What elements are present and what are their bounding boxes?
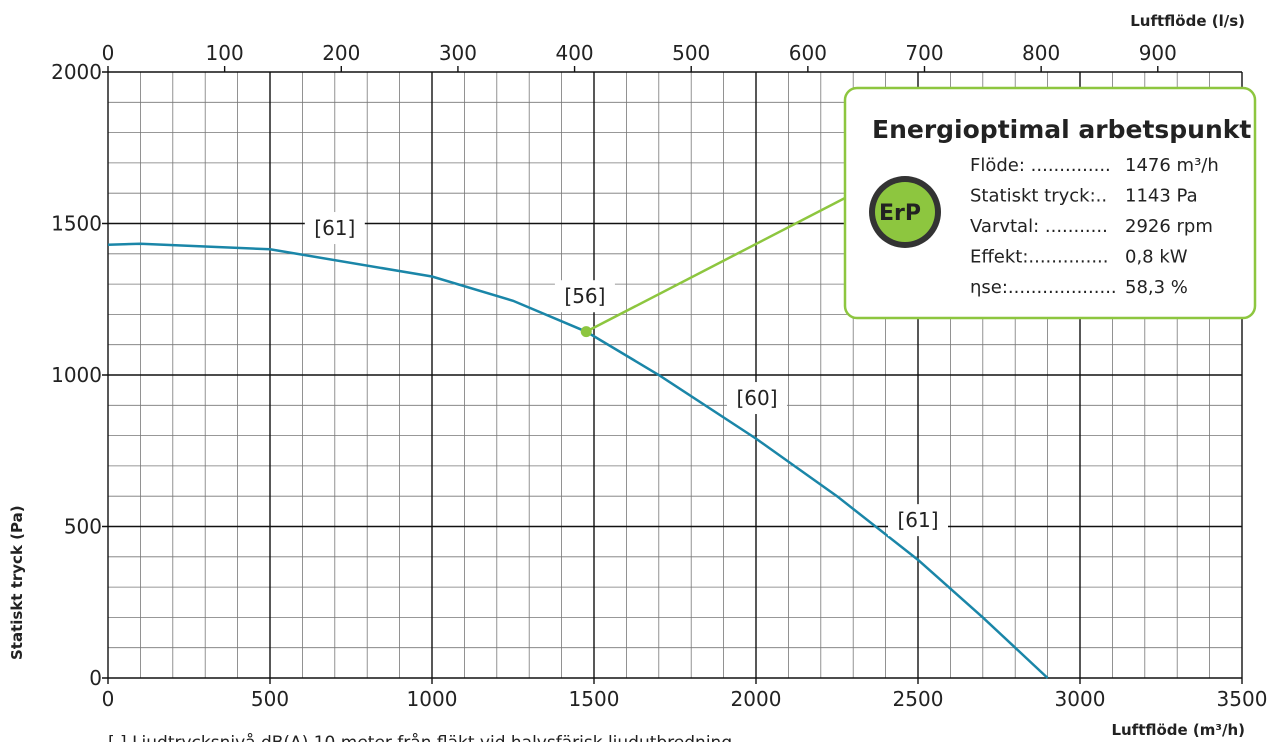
x-tick-label: 2500 <box>893 687 944 711</box>
y-tick-label: 1000 <box>51 363 102 387</box>
x2-tick-label: 800 <box>1022 41 1060 65</box>
y-tick-label: 0 <box>89 666 102 690</box>
x2-tick-label: 700 <box>905 41 943 65</box>
sound-label: [61] <box>897 508 938 532</box>
x-axis-label: Luftflöde (m³/h) <box>1111 721 1245 739</box>
info-label: Effekt:.............. <box>970 247 1109 268</box>
label-bg <box>726 382 787 415</box>
label-bg <box>888 504 948 537</box>
y-axis-label: Statiskt tryck (Pa) <box>8 505 26 660</box>
x2-tick-label: 400 <box>555 41 593 65</box>
x-tick-label: 3000 <box>1055 687 1106 711</box>
label-bg <box>304 212 365 245</box>
x2-axis-label: Luftflöde (l/s) <box>1130 12 1245 30</box>
badge-text: ErP <box>879 201 921 226</box>
info-label: Varvtal: ........... <box>970 216 1108 237</box>
x-tick-label: 1000 <box>407 687 458 711</box>
info-value: 1143 Pa <box>1125 186 1198 207</box>
y-tick-label: 500 <box>64 515 102 539</box>
footnote: [ ] Ljudtrycksnivå dB(A) 10 meter från f… <box>108 732 732 742</box>
sound-label: [56] <box>564 284 605 308</box>
fan-curve <box>107 242 1049 679</box>
info-value: 58,3 % <box>1125 277 1188 298</box>
sound-label: [61] <box>314 216 355 240</box>
label-bg <box>554 280 615 313</box>
info-value: 0,8 kW <box>1125 247 1188 268</box>
x2-tick-label: 500 <box>672 41 710 65</box>
x2-tick-label: 600 <box>789 41 827 65</box>
x-tick-label: 500 <box>251 687 289 711</box>
y-tick-label: 2000 <box>51 60 102 84</box>
y-tick-label: 1500 <box>51 212 102 236</box>
leader-line <box>585 196 846 333</box>
info-label: ηse:................... <box>970 277 1117 298</box>
badge-leaf <box>875 182 935 242</box>
x-tick-label: 1500 <box>569 687 620 711</box>
info-label: Flöde: .............. <box>970 155 1111 176</box>
info-title: Energioptimal arbetspunkt <box>872 115 1251 144</box>
sound-label: [60] <box>736 386 777 410</box>
x2-tick-label: 300 <box>439 41 477 65</box>
info-label: Statiskt tryck:.. <box>970 186 1107 207</box>
x-tick-label: 3500 <box>1217 687 1268 711</box>
x2-tick-label: 100 <box>206 41 244 65</box>
info-value: 2926 rpm <box>1125 216 1213 237</box>
x2-tick-label: 900 <box>1139 41 1177 65</box>
x2-tick-label: 0 <box>102 41 115 65</box>
x2-tick-label: 200 <box>322 41 360 65</box>
info-box <box>843 86 1257 320</box>
info-value: 1476 m³/h <box>1125 155 1219 176</box>
x-tick-label: 2000 <box>731 687 782 711</box>
x-tick-label: 0 <box>102 687 115 711</box>
operating-point <box>580 326 592 338</box>
